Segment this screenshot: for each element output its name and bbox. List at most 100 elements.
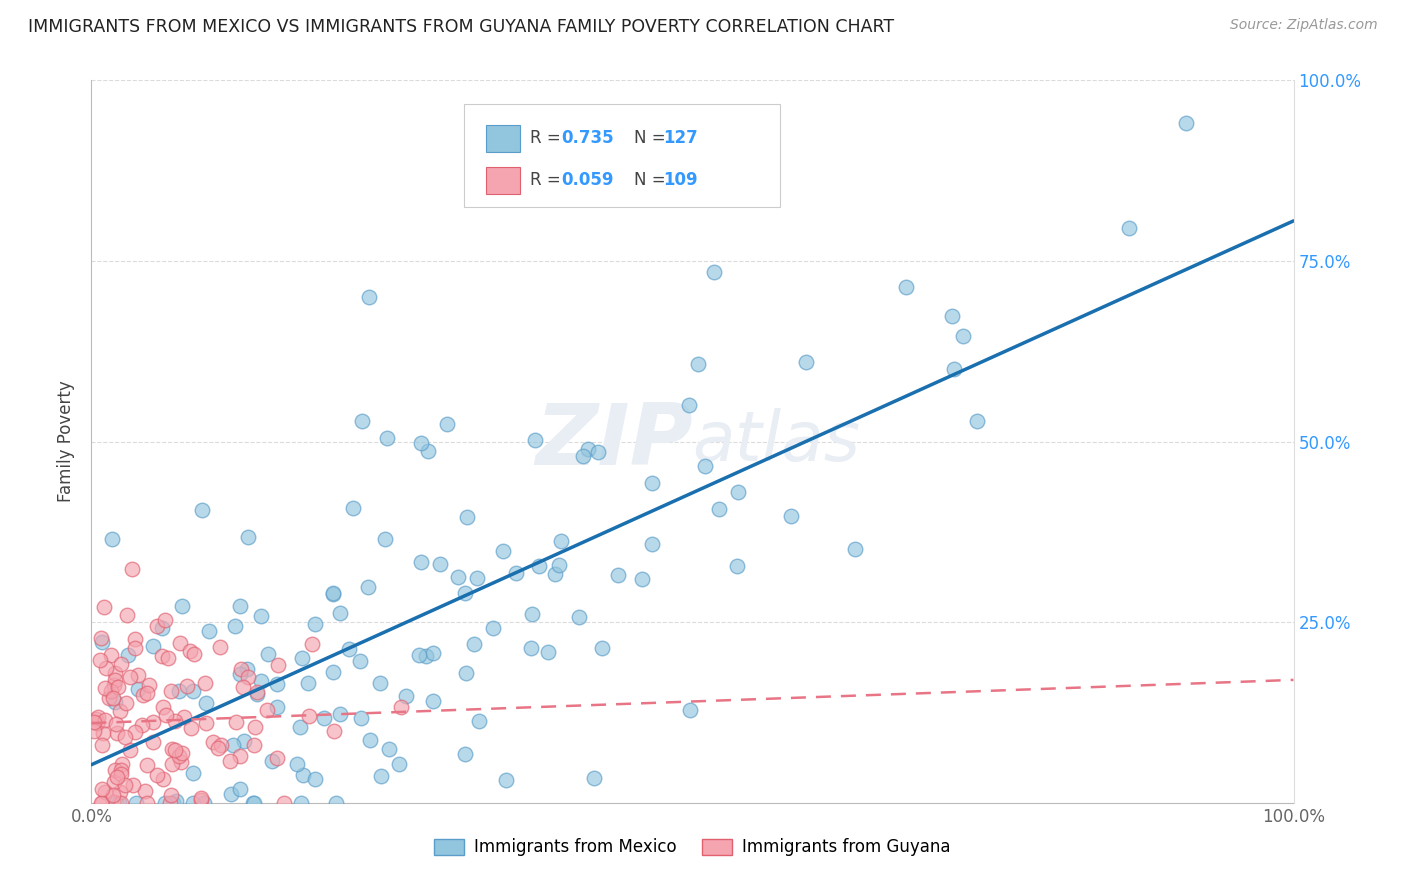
Point [641, 475, 664, 490]
Point [359, 733, 381, 747]
Point [250, 609, 273, 624]
Point [389, 700, 412, 714]
Legend: Immigrants from Mexico, Immigrants from Guyana: Immigrants from Mexico, Immigrants from … [427, 831, 957, 863]
Point [91, 781, 114, 796]
Point [142, 640, 165, 654]
Point [172, 599, 194, 613]
Point [181, 766, 204, 780]
Point [121, 562, 143, 576]
Point [160, 684, 183, 698]
Point [242, 796, 264, 810]
Point [794, 355, 817, 369]
Point [101, 532, 124, 546]
Point [83, 715, 105, 730]
Point [93, 600, 115, 615]
Point [266, 658, 288, 673]
Point [111, 757, 134, 772]
Point [297, 675, 319, 690]
Point [115, 607, 138, 622]
Point [273, 796, 295, 810]
Point [266, 751, 288, 765]
Point [90, 738, 112, 752]
Point [93, 785, 115, 799]
Point [325, 796, 347, 810]
Point [779, 508, 801, 523]
Point [492, 544, 515, 558]
Point [167, 748, 190, 763]
Point [481, 622, 503, 636]
Point [229, 662, 252, 676]
Point [101, 796, 124, 810]
Point [135, 686, 157, 700]
Point [468, 714, 491, 728]
Point [465, 571, 488, 585]
Point [285, 757, 308, 772]
Point [107, 680, 129, 694]
Point [1118, 221, 1140, 235]
Point [266, 699, 288, 714]
Point [117, 648, 139, 662]
Point [159, 788, 181, 802]
Point [183, 648, 205, 662]
Point [368, 675, 391, 690]
Point [181, 796, 204, 810]
Point [447, 570, 470, 584]
Point [256, 703, 278, 717]
Point [87, 710, 110, 724]
Point [544, 566, 567, 581]
Point [568, 610, 591, 624]
Point [104, 695, 127, 709]
Point [222, 738, 245, 752]
Point [104, 717, 127, 731]
Point [586, 444, 609, 458]
Point [191, 503, 214, 517]
Point [93, 726, 115, 740]
Point [150, 621, 173, 635]
Point [942, 361, 965, 376]
Point [378, 742, 401, 756]
Point [225, 714, 247, 729]
Point [86, 716, 108, 731]
Point [454, 586, 477, 600]
Point [155, 707, 177, 722]
Point [304, 616, 326, 631]
Point [548, 558, 571, 572]
Point [229, 599, 252, 613]
Point [103, 788, 125, 802]
Point [190, 791, 212, 805]
Point [707, 502, 730, 516]
Point [550, 533, 572, 548]
Point [522, 607, 544, 622]
Text: N =: N = [634, 171, 671, 189]
Point [896, 280, 918, 294]
Point [124, 796, 146, 810]
Point [132, 688, 155, 702]
Text: 127: 127 [664, 129, 699, 147]
Point [94, 713, 117, 727]
Point [422, 694, 444, 708]
Point [180, 721, 202, 735]
Point [194, 676, 217, 690]
Point [201, 735, 224, 749]
Point [190, 793, 212, 807]
Point [725, 559, 748, 574]
Point [138, 677, 160, 691]
Point [291, 651, 314, 665]
Point [693, 459, 716, 474]
Point [641, 537, 664, 551]
Point [229, 667, 252, 681]
Point [243, 796, 266, 810]
Point [110, 796, 132, 810]
Point [195, 696, 218, 710]
Point [193, 796, 215, 810]
Point [537, 645, 560, 659]
Point [245, 720, 267, 734]
Point [342, 500, 364, 515]
Point [591, 641, 613, 656]
Point [124, 640, 146, 655]
Point [941, 310, 963, 324]
Point [134, 784, 156, 798]
Point [463, 637, 485, 651]
Point [288, 720, 311, 734]
Point [127, 681, 149, 696]
